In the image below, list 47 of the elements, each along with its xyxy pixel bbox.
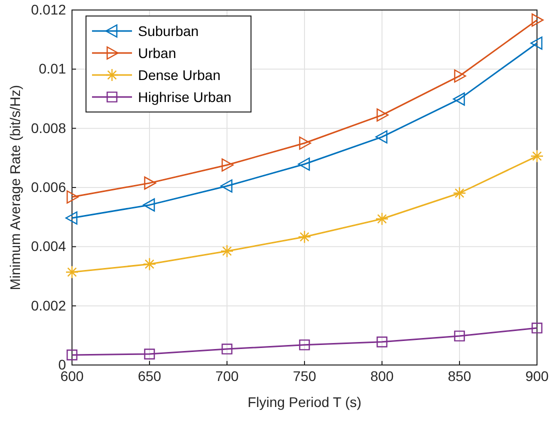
- point: [65, 266, 79, 279]
- point: [298, 158, 310, 171]
- x-tick-label: 650: [138, 368, 162, 384]
- x-tick-label: 800: [370, 368, 394, 384]
- point: [532, 13, 544, 27]
- point: [454, 69, 466, 83]
- point: [299, 339, 310, 350]
- point: [376, 108, 389, 122]
- y-tick-label: 0: [58, 356, 66, 372]
- point: [144, 176, 156, 190]
- y-tick-label: 0.002: [30, 297, 66, 314]
- point: [530, 150, 544, 163]
- point: [298, 230, 312, 244]
- point: [452, 186, 466, 200]
- x-axis-title: Flying Period T (s): [248, 394, 362, 410]
- x-tick-label: 850: [448, 368, 472, 384]
- point: [452, 92, 465, 106]
- point: [65, 211, 78, 225]
- legend-label: Suburban: [138, 23, 199, 39]
- point: [222, 158, 234, 172]
- point: [454, 330, 465, 342]
- point: [375, 212, 389, 226]
- x-tick-label: 750: [292, 368, 316, 384]
- point: [66, 350, 78, 360]
- y-tick-label: 0.004: [30, 238, 66, 254]
- point: [222, 344, 232, 354]
- point: [220, 244, 234, 258]
- point: [144, 348, 155, 360]
- point: [299, 136, 312, 150]
- x-tick-label: 900: [525, 368, 549, 384]
- x-tick-label: 700: [215, 368, 239, 384]
- point: [530, 36, 542, 50]
- point: [142, 198, 155, 212]
- legend-label: Highrise Urban: [138, 89, 232, 105]
- point: [220, 179, 232, 193]
- point: [532, 322, 542, 334]
- legend-label: Urban: [138, 45, 176, 61]
- y-tick-label: 0.01: [38, 60, 66, 77]
- point: [376, 336, 388, 348]
- point: [375, 130, 388, 144]
- y-tick-label: 0.006: [30, 178, 66, 195]
- point: [142, 258, 156, 271]
- legend-label: Dense Urban: [138, 67, 220, 83]
- y-axis-title: Minimum Average Rate (bit/s/Hz): [7, 84, 23, 290]
- y-tick-label: 0.012: [30, 1, 66, 18]
- point: [66, 190, 79, 204]
- y-tick-label: 0.008: [30, 120, 66, 136]
